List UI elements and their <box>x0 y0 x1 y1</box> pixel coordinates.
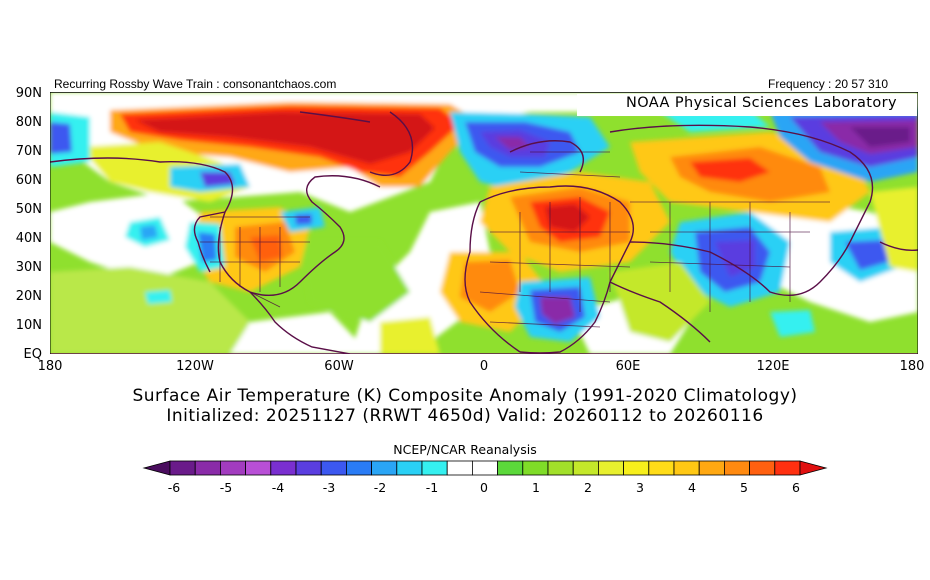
colorbar-segment <box>270 460 297 476</box>
colorbar-segment <box>345 460 372 476</box>
colorbar-label: 0 <box>480 480 488 495</box>
colorbar-segment <box>698 460 725 476</box>
colorbar-segment <box>774 460 801 476</box>
colorbar-label: 4 <box>688 480 696 495</box>
colorbar-right-arrow <box>799 460 828 476</box>
data-source-label: NCEP/NCAR Reanalysis <box>393 442 537 457</box>
anomaly-map <box>50 92 918 354</box>
lon-label-0: 0 <box>479 359 489 374</box>
lon-label-120w: 120W <box>176 359 214 374</box>
lat-label-eq: EQ <box>23 347 42 362</box>
colorbar-label: 3 <box>636 480 644 495</box>
lab-name: NOAA Physical Sciences Laboratory <box>626 95 898 111</box>
lon-label-180e: 180 <box>899 359 925 374</box>
colorbar-label: 6 <box>792 480 800 495</box>
lon-label-60e: 60E <box>615 359 641 374</box>
colorbar-label: 5 <box>740 480 748 495</box>
lat-label-10n: 10N <box>15 318 42 333</box>
anomaly-field <box>50 92 918 354</box>
lon-label-120e: 120E <box>756 359 790 374</box>
lon-label-60w: 60W <box>324 359 354 374</box>
chart-title-line2: Initialized: 20251127 (RRWT 4650d) Valid… <box>166 406 764 426</box>
colorbar-segment <box>673 460 700 476</box>
lat-label-70n: 70N <box>15 144 42 159</box>
colorbar-label: -2 <box>373 480 387 495</box>
coastlines <box>50 111 918 354</box>
colorbar-segment <box>446 460 473 476</box>
lat-label-30n: 30N <box>15 260 42 275</box>
colorbar-segment <box>547 460 574 476</box>
colorbar-label: -4 <box>271 480 285 495</box>
header-right-text: Frequency : 20 57 310 <box>768 77 889 91</box>
colorbar-segment <box>597 460 624 476</box>
colorbar-segment <box>497 460 524 476</box>
lat-label-20n: 20N <box>15 289 42 304</box>
colorbar-segment <box>396 460 423 476</box>
colorbar-label: -3 <box>322 480 336 495</box>
lon-label-180w: 180 <box>37 359 63 374</box>
colorbar-label: 1 <box>532 480 540 495</box>
lat-label-50n: 50N <box>15 202 42 217</box>
chart-title-line1: Surface Air Temperature (K) Composite An… <box>132 386 798 406</box>
colorbar-segment <box>522 460 549 476</box>
lab-name-box <box>577 94 917 116</box>
lat-label-80n: 80N <box>15 115 42 130</box>
colorbar-label: 2 <box>584 480 592 495</box>
colorbar-segment <box>623 460 650 476</box>
colorbar-segment <box>749 460 776 476</box>
colorbar-segment <box>194 460 221 476</box>
lat-label-60n: 60N <box>15 173 42 188</box>
lat-label-90n: 90N <box>15 86 42 101</box>
colorbar-segment <box>295 460 322 476</box>
colorbar-segment <box>371 460 398 476</box>
colorbar-segment <box>724 460 751 476</box>
colorbar-label: -1 <box>425 480 439 495</box>
country-borders <box>200 151 830 328</box>
colorbar-segment <box>572 460 599 476</box>
colorbar-segment <box>220 460 247 476</box>
lat-label-40n: 40N <box>15 231 42 246</box>
colorbar-segment <box>320 460 347 476</box>
colorbar-left-arrow <box>142 460 171 476</box>
colorbar-segment <box>245 460 272 476</box>
colorbar-segment <box>421 460 448 476</box>
colorbar <box>142 460 828 476</box>
colorbar-label: -6 <box>167 480 181 495</box>
colorbar-segment <box>648 460 675 476</box>
colorbar-segment <box>169 460 196 476</box>
colorbar-segment <box>471 460 498 476</box>
header-left-text: Recurring Rossby Wave Train : consonantc… <box>54 77 337 91</box>
colorbar-label: -5 <box>219 480 233 495</box>
